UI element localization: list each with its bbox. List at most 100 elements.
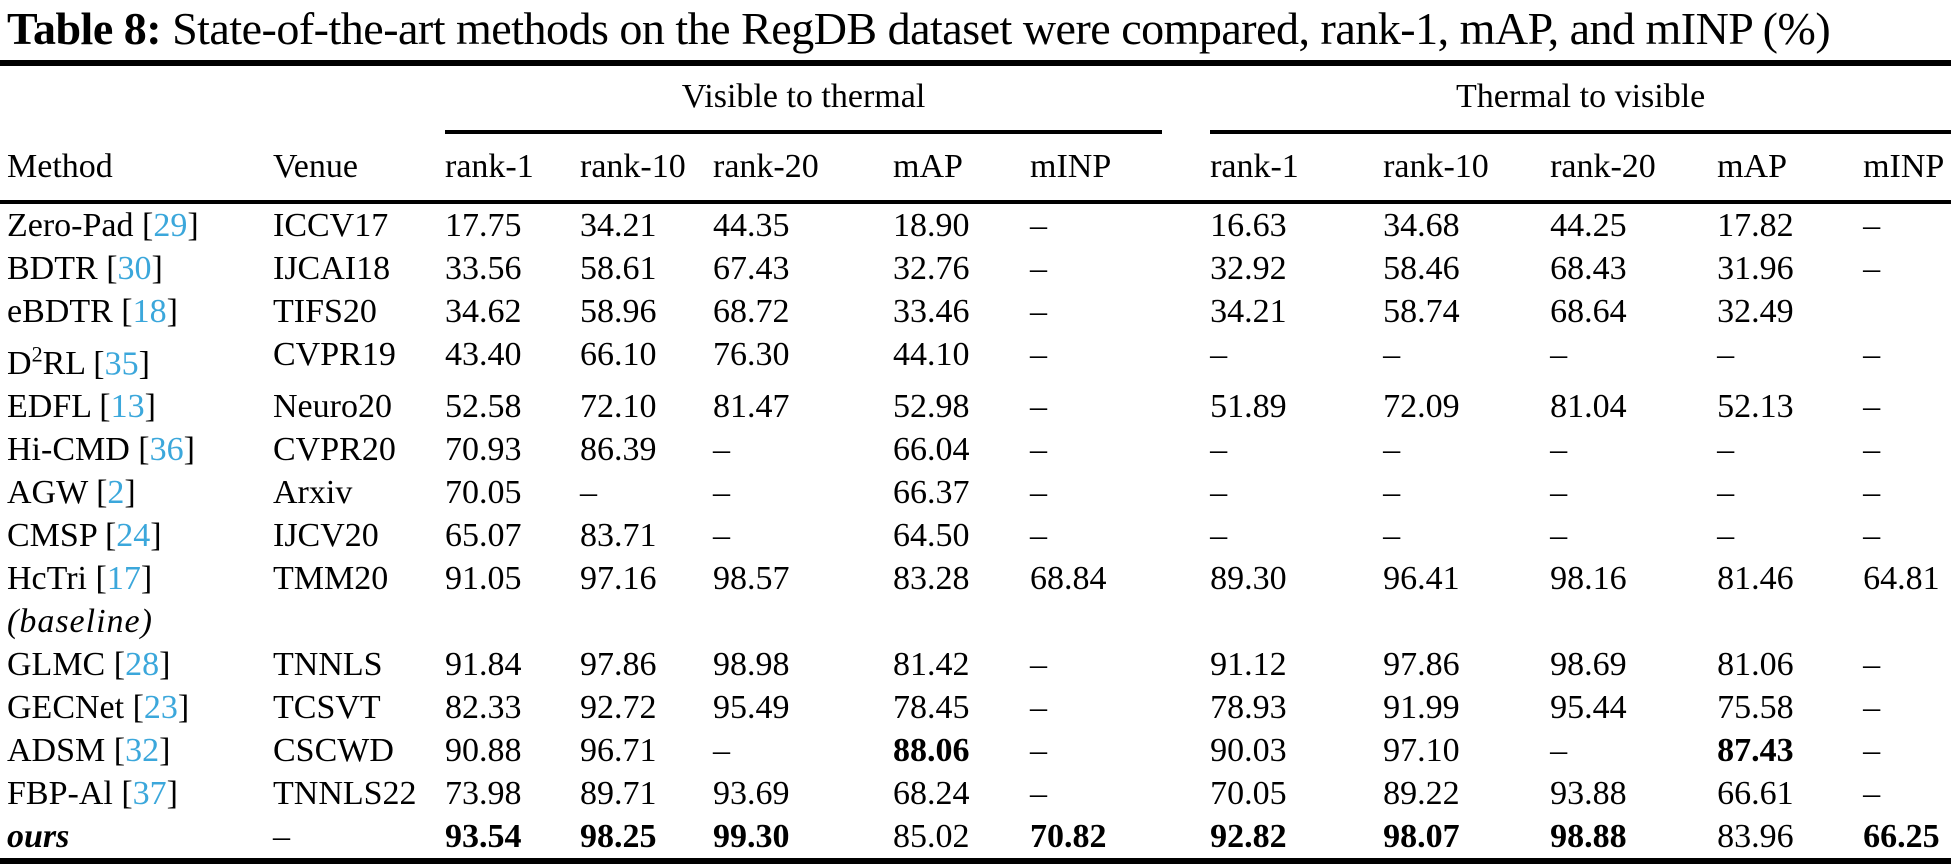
- metric-cell-v2t: 44.10: [893, 336, 970, 373]
- metric-cell-v2t: 58.61: [580, 250, 657, 287]
- metric-cell-t2v: 31.96: [1717, 250, 1794, 287]
- citation-link[interactable]: 29: [153, 207, 188, 244]
- metric-cell-t2v: –: [1383, 431, 1401, 469]
- metric-cell-v2t: –: [1030, 646, 1047, 684]
- metric-cell-t2v: [1863, 290, 1951, 333]
- metric-cell-t2v: –: [1210, 517, 1228, 555]
- metric-cell-v2t: 66.37: [893, 474, 970, 512]
- venue-cell: CSCWD: [273, 732, 394, 770]
- metric-cell-t2v: 68.43: [1550, 250, 1627, 287]
- metric-cell-v2t: 70.82: [1030, 815, 1211, 864]
- citation-link[interactable]: 32: [125, 732, 160, 770]
- table-row: Hi-CMD [36] CVPR20 70.93 86.39 – 66.04 – – – – – –: [0, 428, 1951, 471]
- metric-cell-v2t: –: [1030, 517, 1047, 555]
- metric-cell-t2v: –: [1863, 474, 1881, 512]
- metric-cell-v2t: 81.42: [893, 646, 970, 684]
- col-header-v2t-rank10: rank-10: [580, 134, 713, 204]
- metric-cell-t2v: –: [1550, 336, 1568, 373]
- metric-cell-t2v: –: [1717, 517, 1735, 555]
- citation-link[interactable]: 18: [132, 293, 167, 330]
- method-cell: GLMC [28]: [7, 646, 171, 684]
- metric-cell-t2v: 97.10: [1383, 732, 1460, 770]
- col-header-t2v-map: mAP: [1717, 134, 1864, 204]
- table-caption-text: State-of-the-art methods on the RegDB da…: [161, 3, 1831, 54]
- table-row: ours –93.54 98.25 99.30 85.02 70.82 92.82 98.07…: [0, 815, 1951, 864]
- metric-cell-t2v: –: [1863, 336, 1881, 373]
- metric-cell-t2v: 52.13: [1717, 388, 1794, 426]
- metric-cell-v2t: –: [1030, 293, 1047, 330]
- metric-cell-t2v: 44.25: [1550, 207, 1627, 244]
- citation-link[interactable]: 37: [132, 775, 167, 813]
- metric-cell-v2t: 98.98: [713, 646, 790, 684]
- table-row: GLMC [28] TNNLS 91.84 97.86 98.98 81.42 – 91.12…: [0, 643, 1951, 686]
- venue-cell: Arxiv: [273, 474, 353, 512]
- metric-cell-v2t: –: [713, 517, 730, 555]
- metric-cell-v2t: –: [1030, 336, 1047, 373]
- citation-link[interactable]: 13: [110, 388, 145, 426]
- metric-cell-v2t: 34.62: [445, 293, 522, 330]
- citation-link[interactable]: 24: [116, 517, 151, 555]
- citation-link[interactable]: 23: [143, 689, 178, 727]
- metric-cell-v2t: 91.05: [445, 560, 522, 598]
- metric-cell-t2v: –: [1863, 250, 1881, 287]
- col-header-v2t-minp: mINP: [1030, 134, 1211, 204]
- metric-cell-t2v: –: [1383, 336, 1401, 373]
- method-cell: Zero-Pad [29]: [7, 207, 199, 244]
- venue-cell: TMM20: [273, 560, 389, 598]
- method-name: Zero-Pad: [7, 207, 134, 244]
- metric-cell-t2v: –: [1383, 517, 1401, 555]
- col-header-t2v-rank1: rank-1: [1210, 134, 1384, 204]
- metric-cell-v2t: –: [1030, 250, 1047, 287]
- col-header-t2v-rank10: rank-10: [1383, 134, 1551, 204]
- metric-cell-t2v: –: [1863, 646, 1881, 684]
- method-cell: Hi-CMD [36]: [7, 431, 195, 469]
- metric-cell-v2t: 81.47: [713, 388, 790, 426]
- metric-cell-v2t: 70.05: [445, 474, 522, 512]
- metric-cell-t2v: 58.74: [1383, 293, 1460, 330]
- metric-cell-t2v: –: [1550, 431, 1568, 469]
- table-row: D2RL [35] CVPR19 43.40 66.10 76.30 44.10 – – – – –…: [0, 333, 1951, 385]
- citation-link[interactable]: 28: [125, 646, 160, 684]
- metric-cell-t2v: –: [1863, 689, 1881, 727]
- citation-link[interactable]: 2: [107, 474, 125, 512]
- metric-cell-v2t: 97.16: [580, 560, 657, 598]
- citation-link[interactable]: 17: [106, 560, 141, 598]
- citation-link[interactable]: 35: [104, 345, 139, 383]
- metric-cell-t2v: 93.88: [1550, 775, 1627, 813]
- method-name: GECNet: [7, 689, 125, 727]
- citation-link[interactable]: 30: [117, 250, 152, 287]
- group-header-thermal-to-visible-label: Thermal to visible: [1210, 76, 1951, 134]
- metric-cell-t2v: 91.99: [1383, 689, 1460, 727]
- metric-cell-t2v: 32.49: [1717, 293, 1794, 330]
- metric-cell-t2v: 92.82: [1210, 815, 1384, 864]
- metric-cell-t2v: 91.12: [1210, 646, 1287, 684]
- metric-cell-v2t: 92.72: [580, 689, 657, 727]
- metric-cell-v2t: 96.71: [580, 732, 657, 770]
- method-cell: eBDTR [18]: [7, 293, 178, 330]
- metric-cell-v2t: 90.88: [445, 732, 522, 770]
- metric-cell-v2t: 66.10: [580, 336, 657, 373]
- metric-cell-v2t: –: [1030, 732, 1047, 770]
- method-name: D2RL: [7, 342, 85, 383]
- venue-cell: TNNLS22: [273, 775, 417, 813]
- metric-cell-t2v: 98.88: [1550, 815, 1718, 864]
- metric-cell-t2v: 95.44: [1550, 689, 1627, 727]
- metric-cell-t2v: 89.30: [1210, 560, 1287, 598]
- metric-cell-t2v: 16.63: [1210, 207, 1287, 244]
- method-name: AGW: [7, 474, 88, 512]
- col-header-v2t-map: mAP: [893, 134, 1030, 204]
- metric-cell-t2v: 89.22: [1383, 775, 1460, 813]
- metric-cell-v2t: 17.75: [445, 207, 522, 244]
- col-header-method: Method: [0, 134, 273, 204]
- metric-cell-v2t: –: [1030, 474, 1047, 512]
- method-cell: AGW [2]: [7, 474, 136, 512]
- group-header-visible-to-thermal-label: Visible to thermal: [445, 76, 1163, 134]
- metric-cell-t2v: 83.96: [1717, 815, 1864, 864]
- metric-cell-v2t: 67.43: [713, 250, 790, 287]
- metric-cell-t2v: –: [1210, 474, 1228, 512]
- metric-cell-t2v: 68.64: [1550, 293, 1627, 330]
- table-row: CMSP [24] IJCV20 65.07 83.71 – 64.50 – – – – – –: [0, 514, 1951, 557]
- citation-link[interactable]: 36: [149, 431, 184, 469]
- metric-cell-t2v: –: [1210, 336, 1228, 373]
- method-cell: BDTR [30]: [7, 250, 163, 287]
